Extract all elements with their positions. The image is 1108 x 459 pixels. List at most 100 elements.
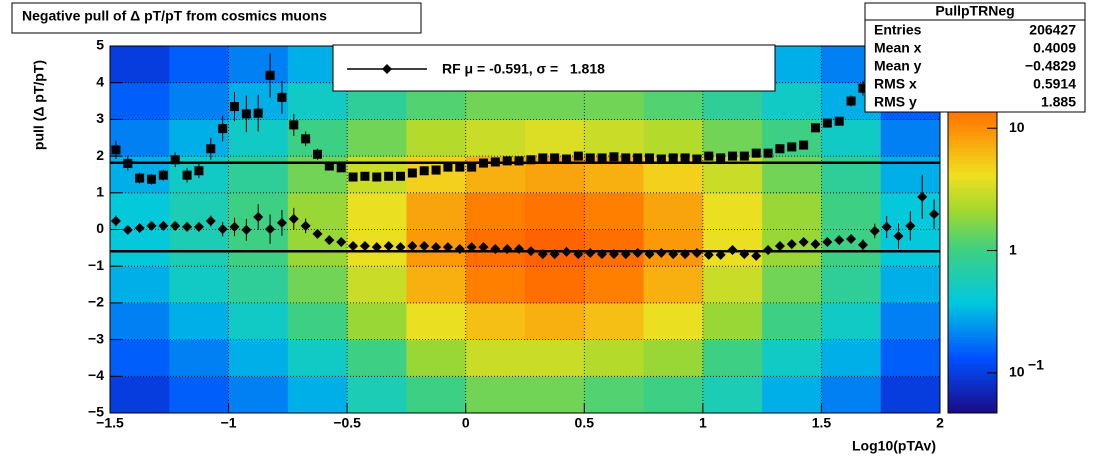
heatmap-cell (702, 266, 763, 304)
heatmap-cell (584, 119, 645, 157)
colorbar-segment (948, 241, 997, 246)
square-marker (336, 163, 346, 173)
diamond-marker (739, 249, 750, 260)
square-marker (407, 168, 417, 178)
colorbar-segment (948, 263, 997, 267)
square-marker (562, 154, 571, 164)
diamond-marker (288, 213, 299, 224)
diamond-marker (490, 243, 501, 254)
stats-label: RMS x (874, 76, 917, 92)
heatmap-cell (406, 192, 467, 230)
square-marker (348, 172, 358, 182)
colorbar-segment (948, 305, 997, 310)
square-marker (834, 116, 844, 126)
diamond-marker (502, 243, 513, 254)
diamond-marker (881, 221, 892, 232)
colorbar-segment (948, 293, 997, 298)
colorbar-segment (948, 198, 997, 203)
colorbar-segment (948, 391, 997, 396)
colorbar-segment (948, 149, 997, 154)
colorbar-segment (948, 321, 997, 325)
colorbar-segment (948, 385, 997, 390)
colorbar-segment (948, 290, 997, 295)
heatmap-cell (880, 266, 941, 304)
square-marker (822, 118, 832, 128)
colorbar-segment (948, 232, 997, 237)
colorbar-segment (948, 247, 997, 252)
colorbar-segment (948, 364, 997, 368)
colorbar-segment (948, 330, 997, 334)
square-marker (728, 151, 737, 161)
heatmap-cell (762, 266, 822, 304)
heatmap-cell (643, 339, 704, 377)
diamond-marker (122, 224, 133, 235)
colorbar-segment (948, 205, 997, 209)
square-marker (573, 151, 583, 161)
heatmap-cell (643, 192, 704, 230)
heatmap-cell (821, 302, 882, 341)
square-marker (253, 108, 263, 118)
heatmap-cell (584, 376, 645, 414)
heatmap-cell (228, 229, 289, 267)
square-marker (597, 153, 607, 163)
colorbar-segment (948, 275, 997, 279)
square-marker (763, 148, 773, 158)
heatmap-cell (287, 192, 348, 230)
heatmap-cell (169, 229, 230, 267)
heatmap-cell (287, 302, 348, 341)
stats-title: PullpTRNeg (935, 3, 1014, 19)
y-tick-label: −1 (88, 257, 104, 273)
diamond-marker (525, 246, 536, 257)
diamond-marker (158, 220, 169, 231)
square-marker (419, 166, 429, 176)
diamond-marker (905, 220, 916, 231)
diamond-marker (359, 241, 370, 252)
heatmap-cell (880, 376, 941, 414)
square-marker (633, 153, 643, 163)
heatmap-cell (643, 302, 704, 341)
square-marker (218, 124, 228, 134)
stats-label: Entries (874, 22, 922, 38)
square-marker (514, 156, 524, 166)
square-marker (360, 171, 370, 181)
colorbar-segment (948, 318, 997, 322)
stats-value: 1.885 (1041, 94, 1076, 110)
colorbar-segment (948, 382, 997, 386)
diamond-marker (786, 239, 797, 250)
colorbar-segment (948, 137, 997, 142)
colorbar-segment (948, 244, 997, 249)
colorbar-segment (948, 370, 997, 374)
square-marker (787, 142, 797, 152)
colorbar-segment (948, 260, 997, 264)
x-tick-label: 0.5 (575, 415, 595, 431)
colorbar-segment (948, 302, 997, 307)
heatmap-cell (347, 192, 407, 230)
heatmap-cell (643, 229, 704, 267)
colorbar-segment (948, 299, 997, 304)
heatmap-cell (347, 376, 407, 414)
colorbar-segment (948, 140, 997, 145)
y-axis-label: pull (Δ pT/pT) (31, 60, 47, 150)
colorbar-segment (948, 345, 997, 350)
colorbar-segment (948, 339, 997, 344)
heatmap-cell (702, 302, 763, 341)
diamond-marker (182, 221, 193, 232)
colorbar-segment (948, 324, 997, 328)
stats-label: Mean y (874, 58, 922, 74)
colorbar-segment (948, 214, 997, 218)
x-axis-label: Log10(pTAv) (852, 438, 936, 454)
x-tick-label: −1 (221, 415, 237, 431)
diamond-marker (324, 235, 335, 246)
colorbar-segment (948, 373, 997, 377)
colorbar-segment (948, 388, 997, 393)
heatmap-cell (525, 266, 585, 304)
heatmap-cell (584, 302, 645, 341)
diamond-marker (608, 249, 619, 260)
diamond-marker (253, 212, 264, 223)
square-marker (206, 144, 216, 154)
heatmap-cell (821, 376, 882, 414)
diamond-marker (466, 242, 477, 253)
x-tick-label: −0.5 (333, 415, 361, 431)
heatmap-cell (228, 266, 289, 304)
heatmap-cell (169, 339, 230, 377)
